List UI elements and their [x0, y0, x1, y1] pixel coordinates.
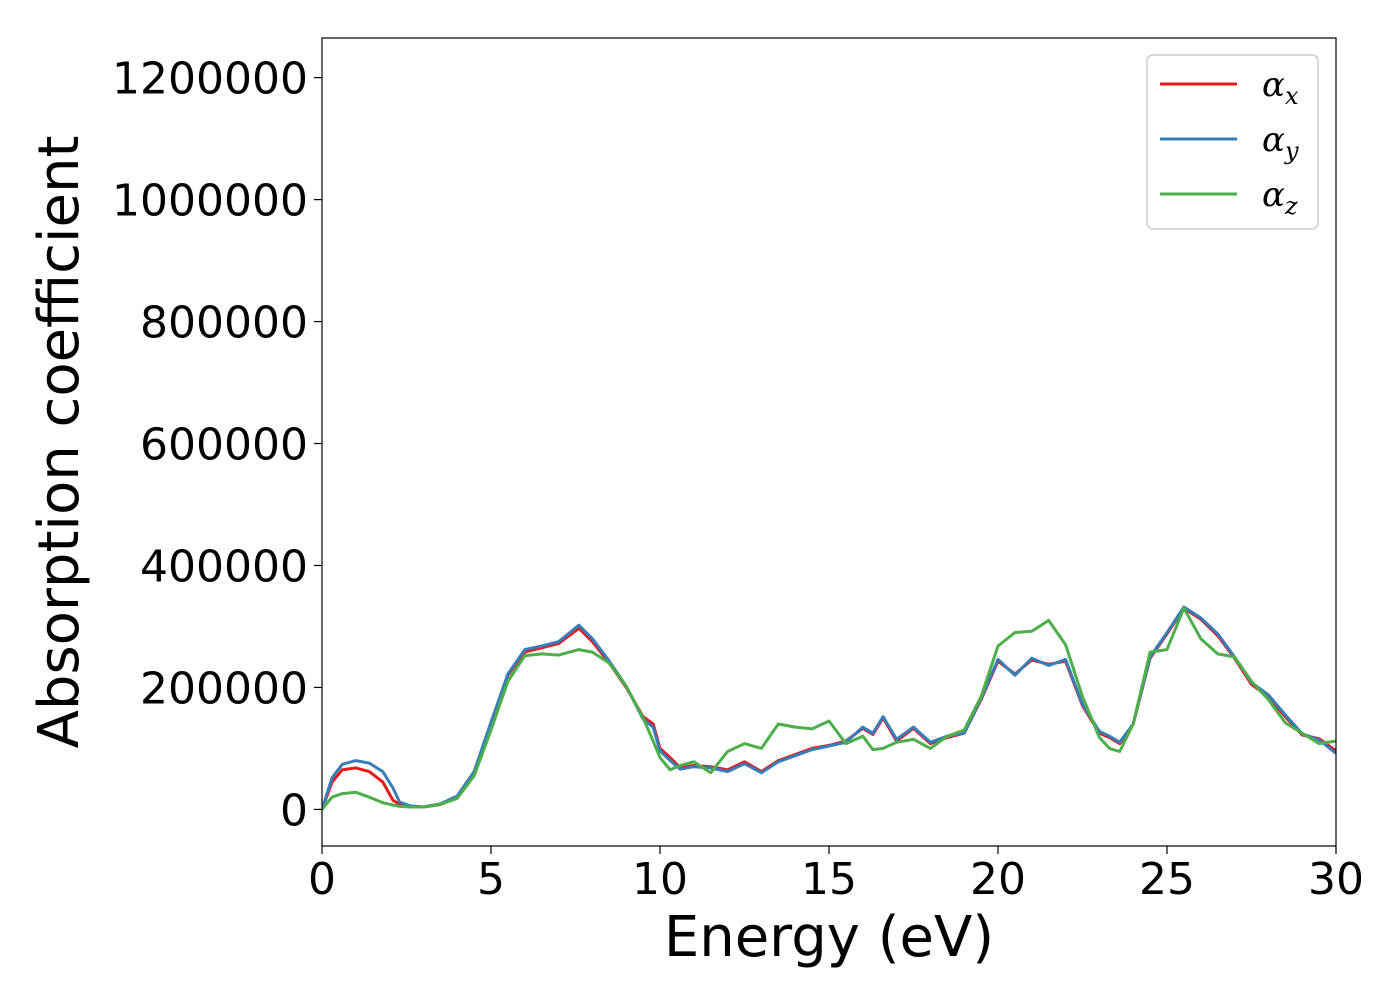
legend-symbol: α [1262, 175, 1285, 215]
x-tick-label: 0 [308, 854, 336, 905]
series-line-z [322, 606, 1336, 811]
y-tick-label: 1200000 [112, 54, 308, 105]
legend-subscript: y [1284, 137, 1299, 165]
x-tick-label: 10 [632, 854, 688, 905]
y-tick-label: 0 [280, 785, 308, 836]
y-axis-label: Absorption coefficient [27, 136, 92, 749]
legend-symbol: α [1262, 65, 1285, 105]
legend-label-x: αx [1262, 65, 1299, 110]
legend-frame [1146, 54, 1319, 230]
x-tick-label: 30 [1308, 854, 1364, 905]
series-layer [322, 605, 1336, 811]
x-tick-label: 15 [801, 854, 857, 905]
x-tick-label: 5 [477, 854, 505, 905]
x-tick-label: 25 [1139, 854, 1195, 905]
legend-label-z: αz [1262, 175, 1298, 220]
legend-symbol: α [1262, 120, 1285, 160]
y-tick-label: 200000 [140, 663, 308, 714]
y-tick-label: 600000 [140, 420, 308, 471]
x-tick-label: 20 [970, 854, 1026, 905]
y-axis: 0 200000 400000 600000 800000 1000000 1200000 [112, 54, 322, 836]
x-axis: 0 5 10 15 20 25 30 [308, 846, 1364, 905]
legend-label-y: αy [1262, 120, 1299, 165]
y-tick-label: 400000 [140, 541, 308, 592]
y-tick-label: 800000 [140, 298, 308, 349]
y-tick-label: 1000000 [112, 176, 308, 227]
x-axis-label: Energy (eV) [664, 905, 994, 970]
legend-subscript: x [1285, 82, 1299, 110]
legend-subscript: z [1284, 192, 1298, 220]
